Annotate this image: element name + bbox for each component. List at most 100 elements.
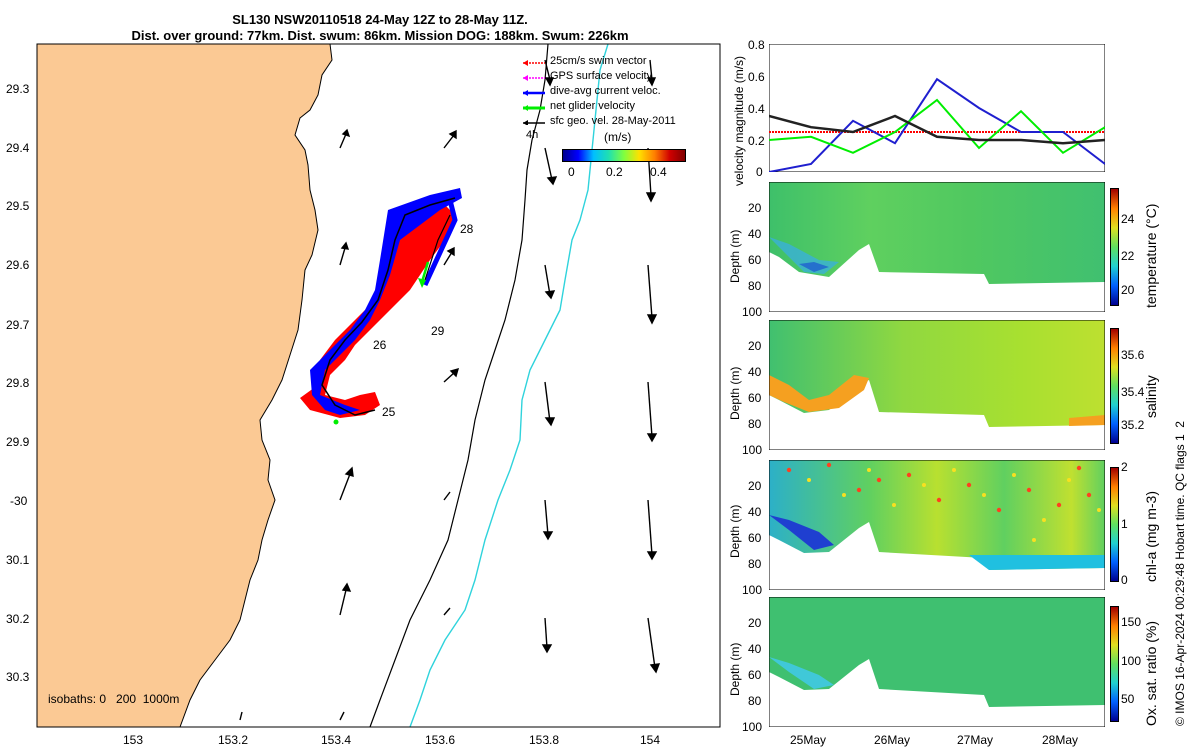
qc-note: © IMOS 16-Apr-2024 00:29:48 Hobart time.… (1173, 421, 1187, 726)
temp-cb-tick: 20 (1121, 283, 1135, 297)
lat-tick: 29.6 (6, 258, 30, 272)
map-title-line2: Dist. over ground: 77km. Dist. swum: 86k… (131, 28, 629, 43)
map-title-line1: SL130 NSW20110518 24-May 12Z to 28-May 1… (232, 12, 528, 27)
chl-colorbar (1110, 467, 1119, 582)
legend-item: net glider velocity (550, 100, 635, 112)
depth-ylabel-temp: Depth (m) (728, 229, 742, 283)
sal-cb-tick: 35.6 (1121, 348, 1145, 362)
day-label: 25 (382, 405, 396, 419)
legend-item: GPS surface velocity (550, 70, 653, 82)
depth-tick: 20 (748, 201, 762, 215)
temp-cb-tick: 24 (1121, 212, 1135, 226)
ox-cb-label: Ox. sat. ratio (%) (1143, 620, 1159, 726)
chl-cb-label: chl-a (mg m-3) (1143, 490, 1159, 582)
temp-colorbar (1110, 188, 1119, 306)
map-colorbar (562, 149, 686, 162)
vel-ytick: 0.8 (748, 38, 765, 52)
depth-tick: 80 (748, 694, 762, 708)
lat-tick: 29.9 (6, 435, 30, 449)
lon-tick: 153.2 (218, 733, 249, 747)
depth-ylabel-sal: Depth (m) (728, 366, 742, 420)
isobath-200 (369, 43, 549, 728)
depth-tick: 80 (748, 557, 762, 571)
vel-ytick: 0.4 (748, 102, 765, 116)
time-tick: 27May (957, 733, 994, 747)
map-plot (36, 43, 721, 728)
chla-section (769, 460, 1105, 590)
map-colorbar-tick: 0.4 (650, 165, 667, 179)
sfc-geo-arrows (239, 59, 661, 721)
map-colorbar-tick: 0.2 (606, 165, 623, 179)
depth-tick: 20 (748, 479, 762, 493)
velocity-ylabel: velocity magnitude (m/s) (732, 55, 746, 186)
chl-cb-tick: 2 (1121, 460, 1128, 474)
time-tick: 26May (874, 733, 911, 747)
depth-tick: 60 (748, 531, 762, 545)
velocity-plot (769, 44, 1105, 172)
depth-tick: 20 (748, 616, 762, 630)
map-colorbar-title: (m/s) (604, 130, 632, 144)
temp-cb-tick: 22 (1121, 249, 1135, 263)
depth-tick: 40 (748, 227, 762, 241)
vel-ytick: 0.6 (748, 70, 765, 84)
depth-tick: 60 (748, 253, 762, 267)
lat-tick: 29.7 (6, 318, 30, 332)
depth-ylabel-ox: Depth (m) (728, 642, 742, 696)
sal-colorbar (1110, 328, 1119, 444)
depth-tick: 100 (742, 583, 763, 597)
legend-extra: 4h (526, 129, 539, 141)
depth-tick: 80 (748, 279, 762, 293)
current-vectors (310, 188, 462, 415)
sal-cb-tick: 35.2 (1121, 418, 1145, 432)
temperature-section (769, 182, 1105, 312)
ox-cb-tick: 50 (1121, 692, 1135, 706)
lon-tick: 153.8 (529, 733, 560, 747)
legend-item: dive-avg current veloc. (550, 85, 661, 97)
lat-tick: 29.4 (6, 141, 30, 155)
lat-tick: 30.1 (6, 553, 30, 567)
lat-tick: 29.3 (6, 82, 30, 96)
velocity-series-line (769, 77, 1105, 172)
lon-tick: 153.6 (425, 733, 456, 747)
velocity-series-line (769, 114, 1105, 145)
ox-colorbar (1110, 606, 1119, 722)
isobaths-label: isobaths: 0 200 1000m (48, 692, 180, 706)
depth-tick: 40 (748, 365, 762, 379)
lon-tick: 153.4 (321, 733, 352, 747)
time-tick: 28May (1042, 733, 1079, 747)
vel-ytick: 0.2 (748, 134, 765, 148)
lat-tick: 30.2 (6, 612, 30, 626)
vel-ytick: 0 (756, 165, 763, 179)
day-label: 29 (431, 324, 445, 338)
sal-cb-label: salinity (1143, 375, 1159, 418)
swim-vectors (300, 200, 455, 418)
lat-tick: 29.8 (6, 376, 30, 390)
chl-cb-tick: 1 (1121, 517, 1128, 531)
depth-tick: 100 (742, 305, 763, 319)
legend-item: sfc geo. vel. 28-May-2011 (550, 115, 676, 127)
depth-tick: 20 (748, 339, 762, 353)
temp-cb-label: temperature (°C) (1143, 203, 1159, 308)
depth-tick: 100 (742, 720, 763, 734)
time-tick: 25May (790, 733, 827, 747)
map-colorbar-tick: 0 (568, 165, 575, 179)
lat-tick: -30 (10, 494, 28, 508)
sal-cb-tick: 35.4 (1121, 385, 1145, 399)
day-label: 28 (460, 222, 474, 236)
lat-tick: 29.5 (6, 199, 30, 213)
depth-tick: 40 (748, 642, 762, 656)
depth-ylabel-chl: Depth (m) (728, 504, 742, 558)
salinity-section (769, 320, 1105, 450)
ox-cb-tick: 150 (1121, 615, 1142, 629)
legend-item: 25cm/s swim vector (550, 55, 647, 67)
depth-tick: 40 (748, 505, 762, 519)
ox-cb-tick: 100 (1121, 654, 1142, 668)
glider-track (321, 197, 456, 416)
depth-tick: 100 (742, 443, 763, 457)
lon-tick: 153 (123, 733, 144, 747)
depth-tick: 60 (748, 668, 762, 682)
depth-tick: 80 (748, 417, 762, 431)
oxygen-section (769, 597, 1105, 727)
chl-cb-tick: 0 (1121, 573, 1128, 587)
day-label: 26 (373, 338, 387, 352)
